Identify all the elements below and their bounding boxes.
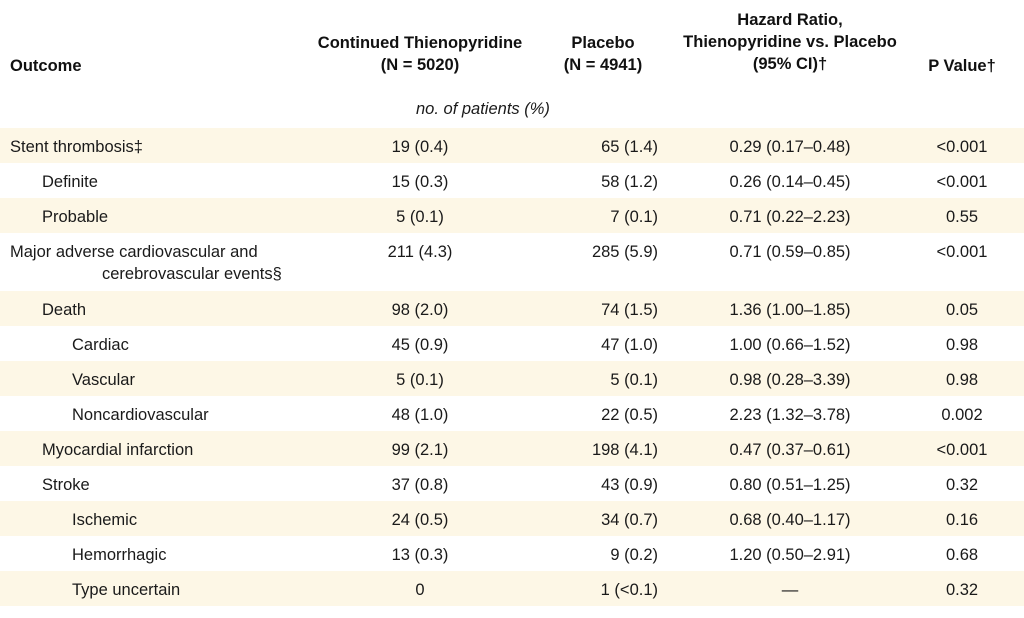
- row-hazard-ratio: 0.47 (0.37–0.61): [729, 441, 851, 459]
- table-row: Noncardiovascular 48 (1.0) 22 (0.5) 2.23…: [0, 396, 1024, 431]
- row-outcome: Probable: [42, 208, 109, 226]
- row-continued: 15 (0.3): [391, 173, 449, 191]
- row-placebo: 7 (0.1): [610, 208, 658, 226]
- row-outcome-line1: Major adverse cardiovascular and: [10, 243, 258, 261]
- row-placebo: 58 (1.2): [601, 173, 658, 191]
- row-placebo: 47 (1.0): [601, 336, 658, 354]
- table-header: Outcome Continued Thienopyridine (N = 50…: [0, 0, 1024, 92]
- row-hazard-ratio: 0.80 (0.51–1.25): [729, 476, 851, 494]
- row-placebo: 198 (4.1): [591, 441, 658, 459]
- table-row: Cardiac 45 (0.9) 47 (1.0) 1.00 (0.66–1.5…: [0, 326, 1024, 361]
- row-outcome: Stroke: [42, 476, 90, 494]
- table-row: Myocardial infarction 99 (2.1) 198 (4.1)…: [0, 431, 1024, 466]
- row-p-value: 0.32: [945, 476, 979, 494]
- table-row: Hemorrhagic 13 (0.3) 9 (0.2) 1.20 (0.50–…: [0, 536, 1024, 571]
- row-hazard-ratio: 0.26 (0.14–0.45): [729, 173, 851, 191]
- row-outcome: Ischemic: [72, 511, 138, 529]
- row-continued: 13 (0.3): [391, 546, 449, 564]
- row-hazard-ratio: 0.29 (0.17–0.48): [729, 138, 851, 156]
- row-hazard-ratio: 1.00 (0.66–1.52): [729, 336, 851, 354]
- row-continued: 0: [415, 581, 425, 599]
- row-p-value: 0.68: [945, 546, 979, 564]
- row-continued: 211 (4.3): [387, 243, 453, 261]
- row-hazard-ratio: 0.68 (0.40–1.17): [729, 511, 851, 529]
- table-row: Type uncertain 0 1 (<0.1) — 0.32: [0, 571, 1024, 606]
- row-outcome: Noncardiovascular: [72, 406, 209, 424]
- row-outcome: Major adverse cardiovascular and cerebro…: [10, 241, 282, 285]
- table-row: Probable 5 (0.1) 7 (0.1) 0.71 (0.22–2.23…: [0, 198, 1024, 233]
- row-outcome-line2: cerebrovascular events§: [102, 265, 282, 283]
- row-placebo: 34 (0.7): [601, 511, 658, 529]
- row-p-value: 0.98: [945, 336, 979, 354]
- table-row: Stent thrombosis‡ 19 (0.4) 65 (1.4) 0.29…: [0, 128, 1024, 163]
- row-continued: 24 (0.5): [391, 511, 449, 529]
- row-p-value: 0.32: [945, 581, 979, 599]
- header-continued-thienopyridine: Continued Thienopyridine (N = 5020): [317, 34, 523, 74]
- unit-label: no. of patients (%): [416, 100, 550, 118]
- table-row: Ischemic 24 (0.5) 34 (0.7) 0.68 (0.40–1.…: [0, 501, 1024, 536]
- row-outcome: Hemorrhagic: [72, 546, 167, 564]
- row-outcome: Definite: [42, 173, 98, 191]
- row-p-value: 0.05: [945, 301, 979, 319]
- row-p-value: 0.16: [945, 511, 979, 529]
- header-placebo: Placebo (N = 4941): [563, 34, 643, 74]
- table-row: Death 98 (2.0) 74 (1.5) 1.36 (1.00–1.85)…: [0, 291, 1024, 326]
- row-p-value: 0.002: [941, 406, 983, 424]
- row-outcome: Stent thrombosis‡: [10, 138, 143, 156]
- row-placebo: 5 (0.1): [610, 371, 658, 389]
- table-row: Vascular 5 (0.1) 5 (0.1) 0.98 (0.28–3.39…: [0, 361, 1024, 396]
- row-hazard-ratio: 1.20 (0.50–2.91): [729, 546, 851, 564]
- table-row: Stroke 37 (0.8) 43 (0.9) 0.80 (0.51–1.25…: [0, 466, 1024, 501]
- row-hazard-ratio: 0.71 (0.59–0.85): [729, 243, 851, 261]
- table-row: Definite 15 (0.3) 58 (1.2) 0.26 (0.14–0.…: [0, 163, 1024, 198]
- row-p-value: <0.001: [936, 138, 988, 156]
- row-continued: 45 (0.9): [391, 336, 449, 354]
- row-p-value: <0.001: [936, 441, 988, 459]
- row-outcome: Cardiac: [72, 336, 129, 354]
- row-outcome: Myocardial infarction: [42, 441, 194, 459]
- unit-row: no. of patients (%): [0, 92, 1024, 128]
- row-placebo: 74 (1.5): [601, 301, 658, 319]
- row-continued: 48 (1.0): [391, 406, 449, 424]
- row-placebo: 1 (<0.1): [600, 581, 658, 599]
- row-placebo: 9 (0.2): [610, 546, 658, 564]
- row-continued: 19 (0.4): [391, 138, 449, 156]
- row-outcome: Type uncertain: [72, 581, 181, 599]
- row-outcome: Vascular: [72, 371, 135, 389]
- row-continued: 99 (2.1): [391, 441, 449, 459]
- row-placebo: 285 (5.9): [591, 243, 658, 261]
- row-hazard-ratio: 0.98 (0.28–3.39): [729, 371, 851, 389]
- header-p-value: P Value†: [928, 57, 996, 75]
- row-outcome: Death: [42, 301, 87, 319]
- row-hazard-ratio: —: [781, 581, 799, 599]
- row-placebo: 22 (0.5): [601, 406, 658, 424]
- row-p-value: <0.001: [936, 173, 988, 191]
- table-row: Major adverse cardiovascular and cerebro…: [0, 233, 1024, 291]
- row-continued: 5 (0.1): [396, 371, 444, 389]
- row-p-value: 0.55: [945, 208, 979, 226]
- row-placebo: 65 (1.4): [601, 138, 658, 156]
- row-p-value: 0.98: [945, 371, 979, 389]
- row-hazard-ratio: 1.36 (1.00–1.85): [729, 301, 851, 319]
- row-hazard-ratio: 2.23 (1.32–3.78): [729, 406, 851, 424]
- header-hazard-ratio: Hazard Ratio, Thienopyridine vs. Placebo…: [683, 11, 897, 73]
- row-hazard-ratio: 0.71 (0.22–2.23): [729, 208, 851, 226]
- row-continued: 37 (0.8): [391, 476, 449, 494]
- row-continued: 5 (0.1): [396, 208, 444, 226]
- header-outcome: Outcome: [10, 57, 82, 75]
- row-continued: 98 (2.0): [391, 301, 449, 319]
- row-p-value: <0.001: [936, 243, 988, 261]
- row-placebo: 43 (0.9): [601, 476, 658, 494]
